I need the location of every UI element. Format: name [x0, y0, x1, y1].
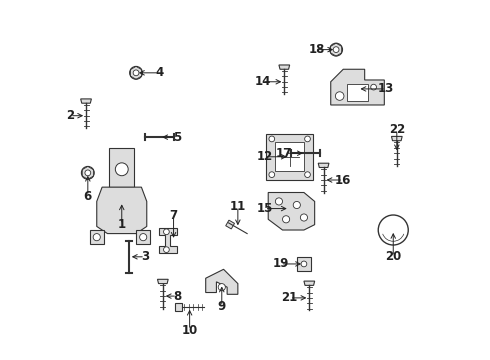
Polygon shape — [268, 193, 315, 230]
Text: 7: 7 — [170, 209, 177, 222]
Polygon shape — [279, 65, 290, 69]
Circle shape — [333, 47, 339, 53]
Text: 16: 16 — [335, 174, 351, 186]
Polygon shape — [206, 269, 238, 294]
Circle shape — [335, 92, 344, 100]
Circle shape — [85, 170, 91, 176]
Circle shape — [218, 284, 225, 291]
Bar — [136, 230, 150, 244]
Circle shape — [164, 247, 169, 252]
Circle shape — [371, 84, 376, 90]
Bar — [90, 230, 104, 244]
Text: 20: 20 — [385, 250, 401, 263]
Circle shape — [330, 43, 343, 56]
Circle shape — [275, 198, 283, 205]
Polygon shape — [81, 99, 92, 103]
Circle shape — [269, 136, 275, 142]
Bar — [297, 257, 311, 271]
Circle shape — [133, 70, 139, 76]
Text: 9: 9 — [218, 300, 226, 313]
Text: 19: 19 — [272, 257, 289, 270]
Text: 18: 18 — [308, 43, 325, 56]
Text: 10: 10 — [181, 324, 198, 337]
Text: 21: 21 — [282, 291, 298, 305]
Text: 22: 22 — [389, 123, 405, 136]
Text: 6: 6 — [84, 190, 92, 203]
Circle shape — [283, 216, 290, 223]
Circle shape — [269, 172, 275, 177]
Circle shape — [305, 136, 310, 142]
Circle shape — [293, 202, 300, 208]
Bar — [226, 220, 235, 229]
Circle shape — [164, 229, 169, 235]
Text: 11: 11 — [230, 200, 246, 213]
Text: 3: 3 — [141, 250, 149, 263]
Text: 13: 13 — [378, 82, 394, 95]
Text: 12: 12 — [257, 150, 273, 163]
Text: 1: 1 — [118, 218, 126, 231]
Circle shape — [93, 234, 100, 241]
Polygon shape — [159, 228, 177, 253]
Bar — [109, 148, 134, 187]
Bar — [275, 143, 304, 171]
Polygon shape — [392, 136, 402, 141]
Circle shape — [81, 166, 94, 179]
Text: 8: 8 — [173, 289, 181, 303]
Bar — [347, 84, 368, 102]
Text: 5: 5 — [173, 131, 181, 144]
Circle shape — [115, 163, 128, 176]
Circle shape — [378, 215, 408, 245]
Text: 2: 2 — [66, 109, 74, 122]
Bar — [267, 134, 313, 180]
Polygon shape — [304, 281, 315, 285]
Polygon shape — [97, 187, 147, 234]
Polygon shape — [318, 163, 329, 167]
Text: 17: 17 — [276, 147, 293, 160]
Text: 4: 4 — [155, 66, 163, 79]
Text: 15: 15 — [256, 202, 273, 215]
Bar — [175, 302, 182, 311]
Circle shape — [130, 66, 143, 79]
Polygon shape — [157, 279, 168, 284]
Text: 14: 14 — [255, 75, 271, 88]
Circle shape — [305, 172, 310, 177]
Polygon shape — [331, 69, 384, 105]
Circle shape — [301, 261, 307, 267]
Circle shape — [140, 234, 147, 241]
Circle shape — [300, 214, 308, 221]
